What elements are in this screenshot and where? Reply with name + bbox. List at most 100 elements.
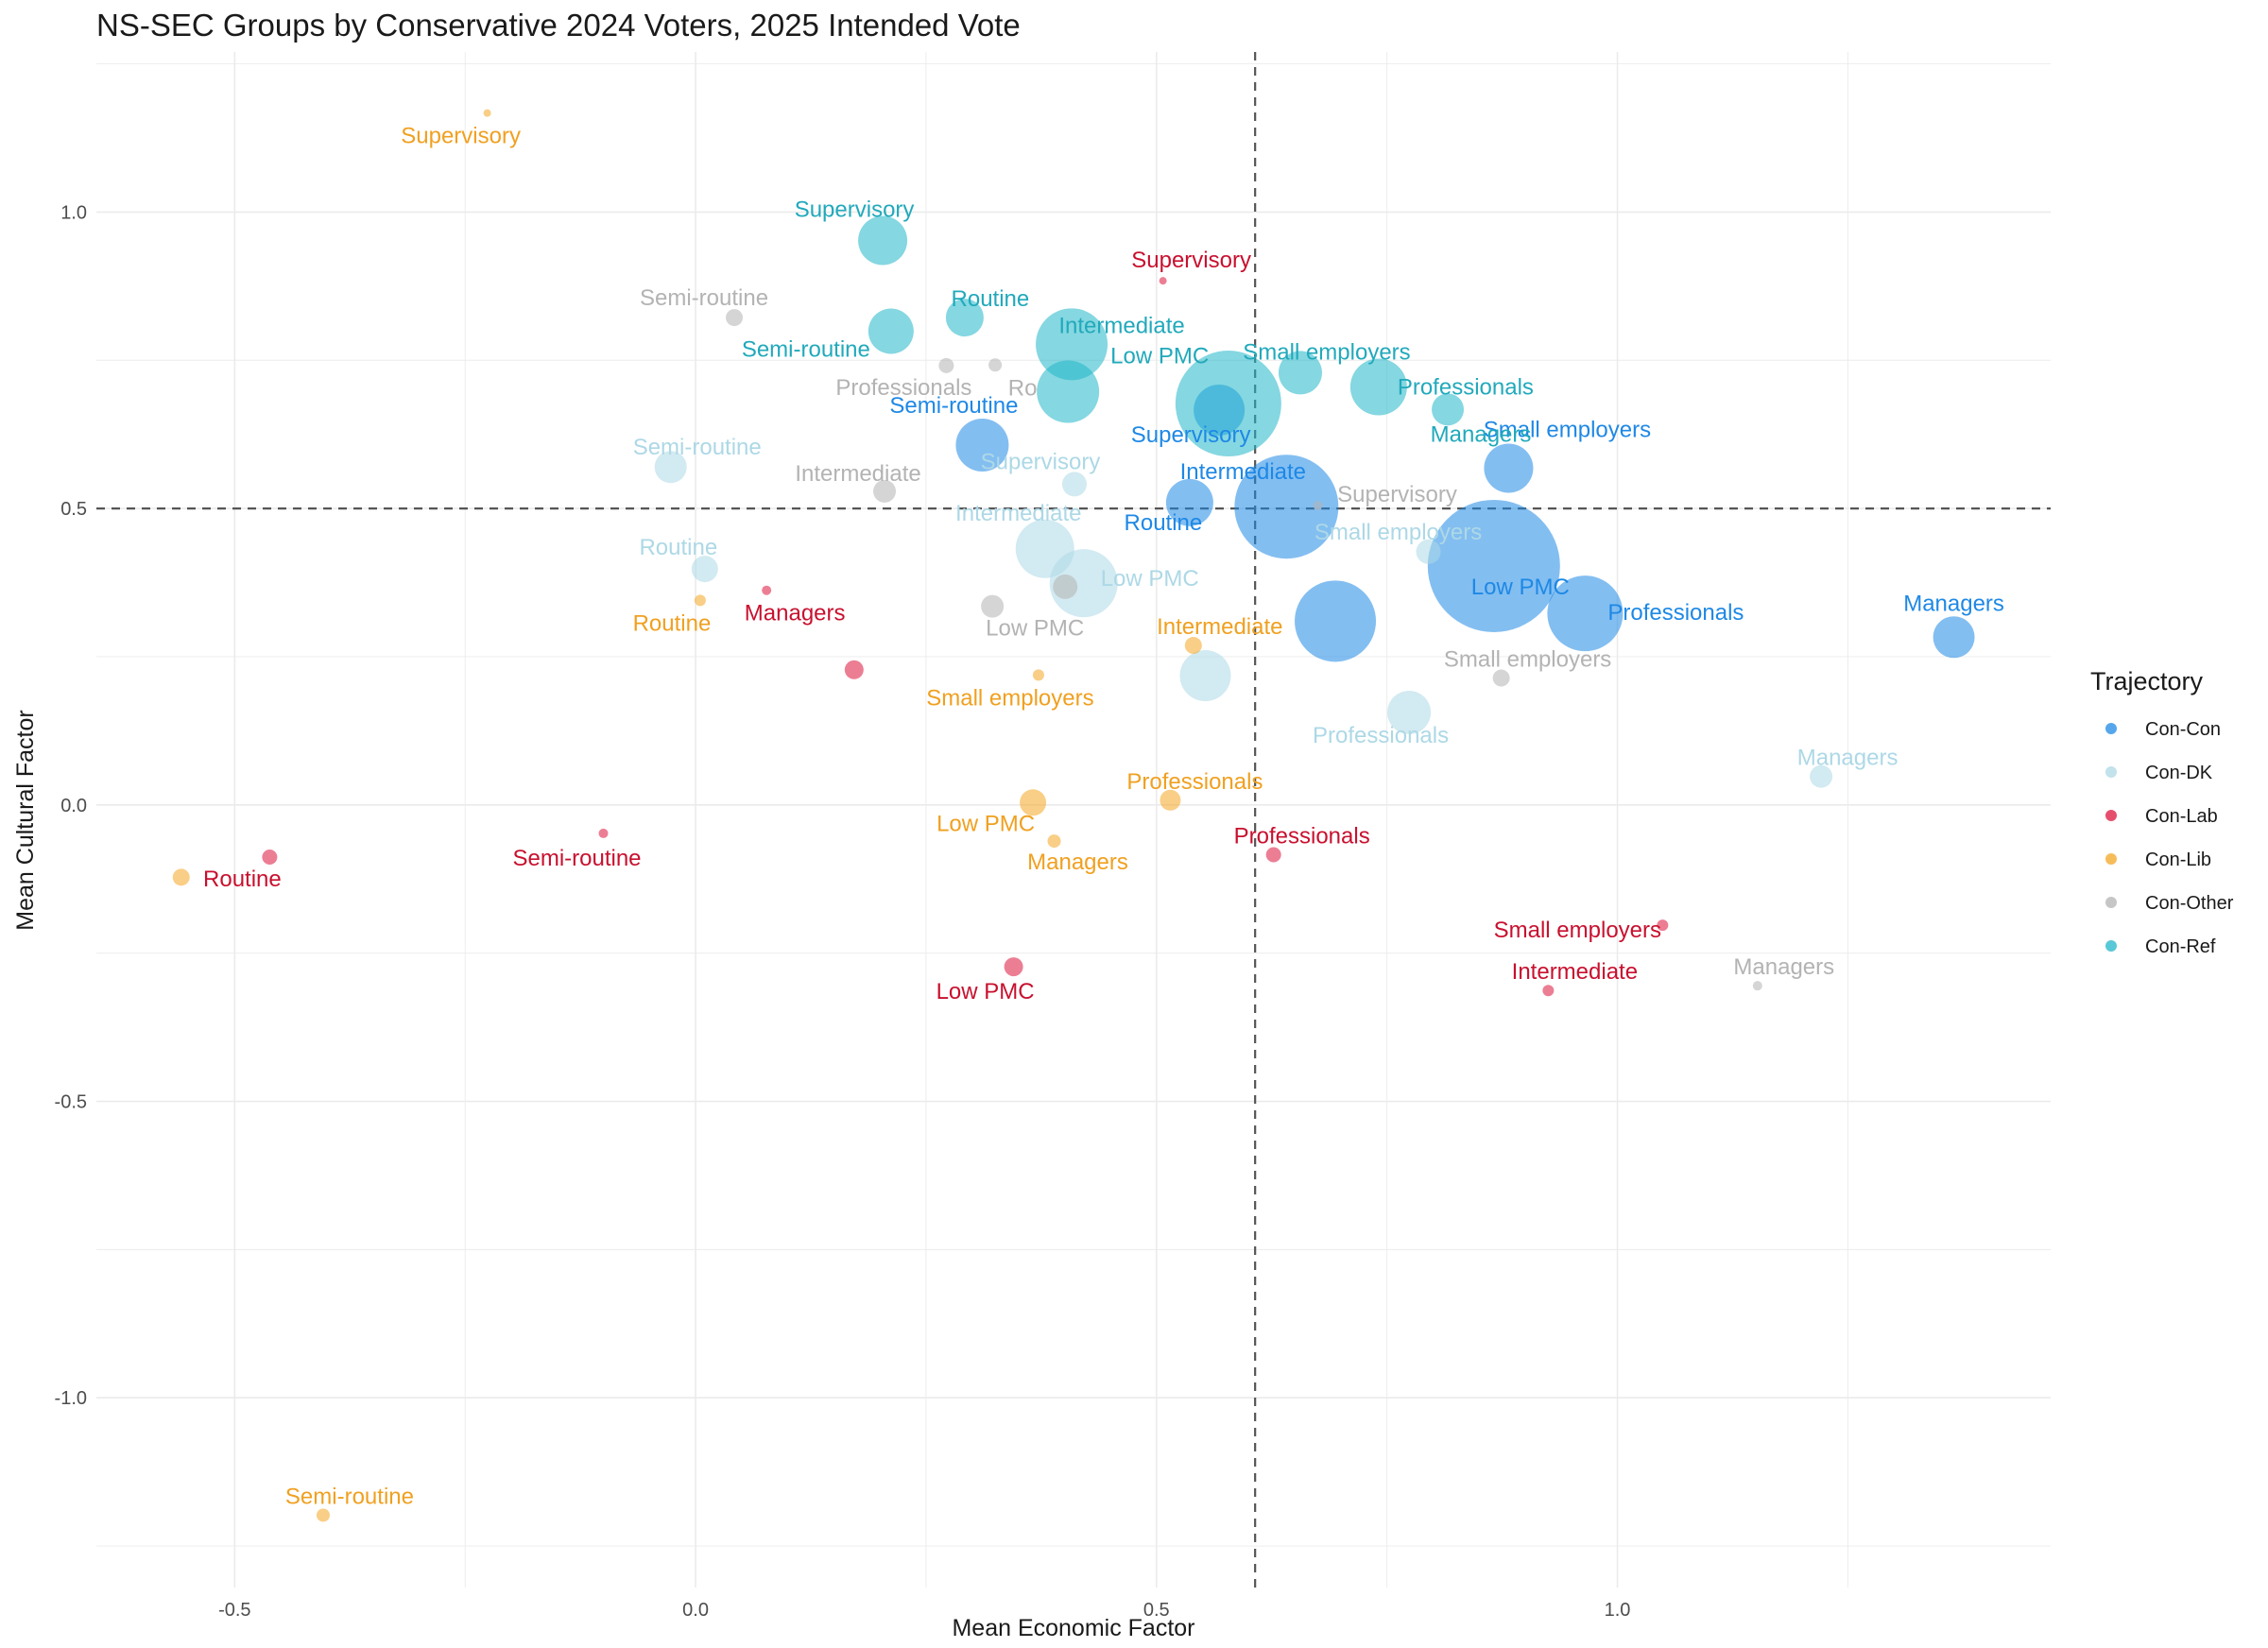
data-point-con-lab [598, 828, 609, 838]
data-point-con-other [938, 357, 954, 373]
legend-title: Trajectory [2090, 667, 2204, 695]
point-label-con-con: Intermediate [1180, 459, 1306, 485]
point-label-con-dk: Routine [639, 535, 717, 560]
reference-lines [96, 52, 2051, 1588]
point-label-con-lab: Supervisory [1131, 248, 1251, 273]
point-label-con-ref: Small employers [1243, 339, 1410, 365]
point-label-con-lib: Small employers [926, 685, 1093, 711]
data-point-con-lib [316, 1508, 330, 1522]
point-label-con-other: Supervisory [1337, 482, 1457, 507]
point-label-con-ref: Professionals [1398, 374, 1534, 400]
data-point-con-dk [1810, 764, 1833, 788]
point-label-con-ref: Low PMC [1110, 344, 1209, 369]
x-tick-label: 1.0 [1605, 1600, 1631, 1621]
legend-key-con-dk [2105, 766, 2117, 778]
data-point-con-lib [1032, 669, 1044, 681]
data-points [172, 109, 1975, 1522]
data-point-con-ref [945, 299, 984, 337]
data-point-con-lab [762, 585, 772, 595]
data-point-con-dk [691, 556, 718, 583]
data-point-con-dk [1061, 472, 1087, 497]
data-point-con-dk [1049, 549, 1118, 618]
data-point-con-lib [483, 109, 491, 117]
data-point-con-con [1427, 499, 1560, 632]
data-point-con-ref [1432, 393, 1465, 426]
point-label-con-other: Ro [1008, 375, 1038, 401]
point-label-con-lib: Semi-routine [285, 1484, 414, 1509]
point-label-con-dk: Managers [1797, 746, 1899, 771]
data-point-con-con [1234, 455, 1339, 559]
y-tick-label: 1.0 [60, 202, 87, 223]
point-label-con-dk: Low PMC [1101, 566, 1199, 592]
point-label-con-lib: Low PMC [936, 811, 1035, 836]
y-tick-label: 0.5 [60, 499, 87, 520]
data-point-con-lab [1657, 919, 1669, 932]
y-tick-label: -1.0 [55, 1388, 87, 1409]
y-tick-label: 0.0 [60, 796, 87, 816]
tick-labels: -0.5 0.0 0.5 1.0 -1.0 -0.5 0.0 0.5 1.0 [55, 202, 1631, 1621]
point-label-con-lab: Professionals [1234, 824, 1370, 850]
data-point-con-other [873, 479, 897, 503]
data-point-con-other [1492, 669, 1510, 687]
point-label-con-ref: Routine [952, 286, 1030, 312]
point-label-con-lib: Intermediate [1157, 614, 1282, 640]
x-axis-title: Mean Economic Factor [952, 1615, 1194, 1641]
x-tick-label: 0.0 [682, 1600, 709, 1621]
data-point-con-con [955, 418, 1009, 472]
point-label-con-lab: Intermediate [1512, 959, 1638, 985]
data-point-con-lib [694, 594, 706, 607]
data-point-con-con [1484, 443, 1534, 493]
legend-key-con-lab [2105, 810, 2117, 821]
data-point-con-dk [1179, 650, 1231, 702]
legend-label-con-other: Con-Other [2145, 893, 2234, 914]
point-label-con-other: Small employers [1444, 647, 1611, 673]
legend-key-con-ref [2105, 940, 2117, 952]
data-point-con-lib [1184, 637, 1202, 655]
point-labels: Managers Small employers Low PMC Profession… [203, 124, 2004, 1510]
point-label-con-lab: Small employers [1494, 918, 1661, 943]
legend-label-con-dk: Con-DK [2145, 763, 2213, 783]
point-label-con-dk: Supervisory [981, 449, 1101, 474]
data-point-con-other [988, 358, 1003, 372]
grid [96, 52, 2051, 1588]
data-point-con-lab [1542, 985, 1555, 997]
data-point-con-dk [1387, 690, 1432, 734]
y-axis-title: Mean Cultural Factor [12, 710, 39, 930]
point-label-con-dk: Professionals [1313, 723, 1449, 748]
data-point-con-con [1933, 616, 1975, 659]
legend-label-con-lab: Con-Lab [2145, 806, 2218, 827]
data-point-con-lab [262, 850, 278, 866]
point-label-con-other: Low PMC [986, 616, 1084, 642]
data-point-con-other [726, 309, 744, 327]
data-point-con-ref [1349, 358, 1407, 416]
data-point-con-lib [1047, 834, 1061, 849]
point-label-con-lib: Supervisory [401, 124, 521, 149]
x-tick-label: 0.5 [1143, 1600, 1170, 1621]
point-label-con-ref: Intermediate [1058, 313, 1184, 338]
chart-title: NS-SEC Groups by Conservative 2024 Voter… [96, 8, 1021, 43]
point-label-con-lab: Routine [203, 867, 282, 892]
point-label-con-dk: Semi-routine [633, 435, 762, 460]
data-point-con-ref [1175, 351, 1281, 457]
data-point-con-ref [1278, 351, 1322, 395]
data-point-con-con [1295, 580, 1377, 662]
legend-label-con-ref: Con-Ref [2145, 936, 2216, 957]
data-point-con-other [981, 594, 1005, 618]
data-point-con-con [1547, 575, 1624, 652]
data-point-con-other [1752, 981, 1762, 991]
data-point-con-ref [1037, 360, 1100, 423]
point-label-con-con: Professionals [1607, 600, 1744, 626]
data-point-con-lab [1004, 957, 1023, 977]
data-point-con-dk [1416, 539, 1441, 564]
data-point-con-other [1313, 500, 1323, 510]
point-label-con-ref: Semi-routine [742, 337, 870, 363]
legend-label-con-lib: Con-Lib [2145, 850, 2211, 870]
point-label-con-lab: Managers [745, 601, 846, 627]
data-point-con-lab [844, 660, 864, 679]
data-point-con-lab [1159, 277, 1167, 285]
point-label-con-con: Semi-routine [889, 393, 1018, 419]
point-label-con-other: Professionals [835, 375, 971, 401]
point-label-con-other: Intermediate [795, 461, 920, 487]
data-point-con-ref [858, 215, 908, 266]
